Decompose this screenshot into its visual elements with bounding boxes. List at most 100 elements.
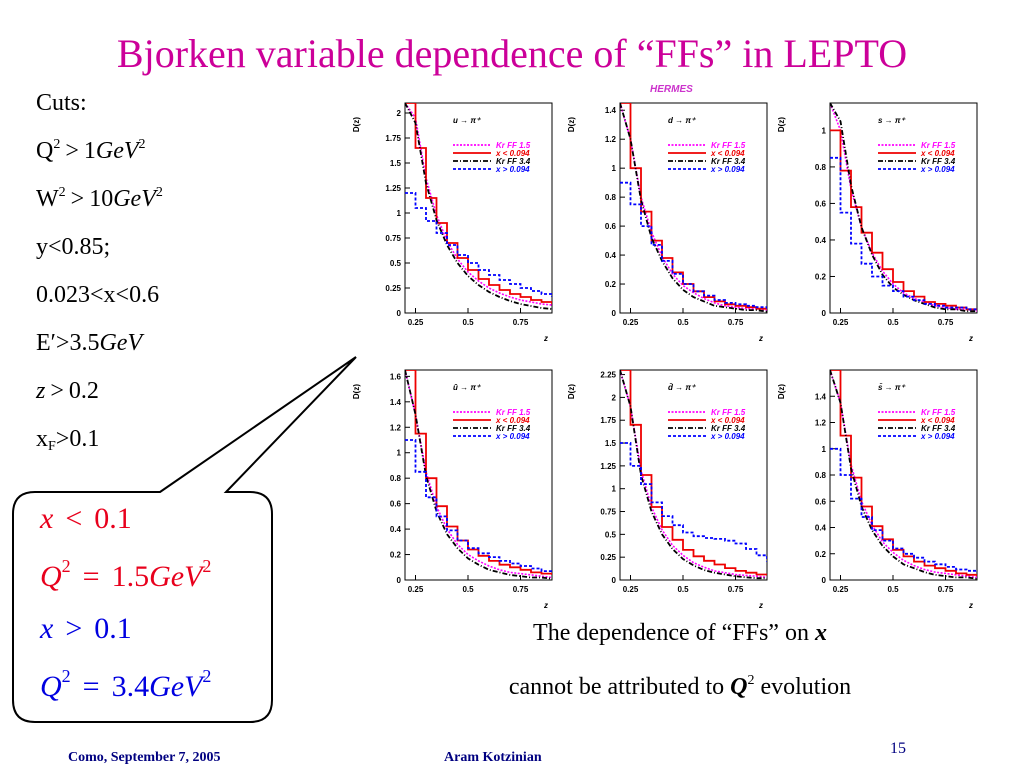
y-tick-label: 0.8 bbox=[815, 163, 827, 172]
legend-label: Kr FF 3.4 bbox=[921, 157, 956, 166]
dz-plot: 0 0.2 0.4 0.6 0.8 1 1.2 1.4 0.25 0.5 0.75 D(z) z s̄ →… bbox=[777, 369, 978, 610]
y-tick-label: 1.2 bbox=[815, 419, 827, 428]
y-axis-label: D(z) bbox=[352, 117, 361, 132]
series-line bbox=[405, 103, 552, 306]
dz-panel: 0 0.2 0.4 0.6 0.8 1 1.2 1.4 0.25 0.5 0.75 D(z) z s̄ →… bbox=[770, 362, 978, 622]
cut-y: y<0.85; bbox=[36, 234, 111, 260]
plot-frame bbox=[619, 369, 768, 581]
cut-e: E′>3.5GeV bbox=[36, 330, 143, 356]
y-tick-label: 0.8 bbox=[390, 474, 402, 483]
y-tick-label: 0 bbox=[397, 309, 402, 318]
y-axis-label: D(z) bbox=[567, 384, 576, 399]
x-tick-label: 0.5 bbox=[887, 318, 899, 327]
legend-label: x > 0.094 bbox=[495, 165, 530, 174]
y-tick-label: 1.25 bbox=[600, 462, 616, 471]
cut-w2: W2 >10GeV2 bbox=[36, 185, 163, 213]
slide-title: Bjorken variable dependence of “FFs” in … bbox=[116, 31, 908, 76]
panel-title: d → π⁺ bbox=[668, 116, 696, 125]
series-line bbox=[405, 103, 552, 310]
series-line bbox=[830, 370, 977, 577]
series-line bbox=[405, 370, 552, 580]
dz-panel: 0 0.25 0.5 0.75 1 1.25 1.5 1.75 2 0.25 0.5 0.75 D(z)… bbox=[345, 95, 553, 355]
dz-panel: 0 0.2 0.4 0.6 0.8 1 0.25 0.5 0.75 D(z) z s → π⁺ Kr F… bbox=[770, 95, 978, 355]
x-axis-label: z bbox=[758, 334, 763, 343]
y-tick-label: 1 bbox=[397, 209, 402, 218]
y-tick-label: 0.4 bbox=[390, 525, 402, 534]
x-tick-label: 0.5 bbox=[887, 585, 899, 594]
x-tick-label: 0.75 bbox=[938, 585, 954, 594]
panel-title: s → π⁺ bbox=[878, 116, 906, 125]
legend-label: x < 0.094 bbox=[710, 416, 745, 425]
series-line bbox=[620, 370, 767, 576]
x-tick-label: 0.5 bbox=[462, 585, 474, 594]
y-tick-label: 0.4 bbox=[815, 236, 827, 245]
x-axis-label: z bbox=[968, 601, 973, 610]
cuts-heading: Cuts: bbox=[36, 90, 87, 116]
legend-label: Kr FF 1.5 bbox=[921, 141, 956, 150]
legend-label: x < 0.094 bbox=[495, 416, 530, 425]
series-line bbox=[830, 370, 977, 580]
box-line-q2-high: Q2 = 3.4GeV2 bbox=[40, 666, 212, 703]
x-tick-label: 0.25 bbox=[833, 585, 849, 594]
box-line-q2-low: Q2 = 1.5GeV2 bbox=[40, 556, 212, 593]
y-tick-label: 0.2 bbox=[815, 272, 827, 281]
series-line bbox=[620, 442, 767, 562]
y-tick-label: 1.5 bbox=[390, 159, 402, 168]
y-tick-label: 0.25 bbox=[385, 284, 401, 293]
legend-label: x < 0.094 bbox=[710, 149, 745, 158]
series-line bbox=[620, 181, 767, 309]
y-tick-label: 0.8 bbox=[605, 193, 617, 202]
legend-label: x > 0.094 bbox=[920, 432, 955, 441]
conclusion-line-1: The dependence of “FFs” on x bbox=[533, 620, 827, 646]
y-tick-label: 1.75 bbox=[385, 134, 401, 143]
y-tick-label: 1 bbox=[822, 445, 827, 454]
y-tick-label: 0.75 bbox=[385, 234, 401, 243]
series-line bbox=[620, 370, 767, 579]
x-tick-label: 0.75 bbox=[513, 318, 529, 327]
y-tick-label: 1.25 bbox=[385, 184, 401, 193]
panel-title: ū → π⁺ bbox=[453, 383, 481, 392]
legend-label: x > 0.094 bbox=[710, 432, 745, 441]
y-tick-label: 1 bbox=[397, 449, 402, 458]
legend-label: Kr FF 1.5 bbox=[711, 141, 746, 150]
panel-title: d̄ → π⁺ bbox=[668, 383, 696, 392]
x-tick-label: 0.25 bbox=[623, 318, 639, 327]
y-tick-label: 0 bbox=[822, 309, 827, 318]
plot-frame bbox=[404, 369, 553, 581]
y-tick-label: 0.6 bbox=[605, 222, 617, 231]
dz-plot: 0 0.25 0.5 0.75 1 1.25 1.5 1.75 2 0.25 0.5 0.75 D(z)… bbox=[352, 102, 553, 343]
page-number: 15 bbox=[890, 740, 906, 757]
plot-frame bbox=[619, 102, 768, 314]
cuts-list: Cuts: Q2 >1GeV2 W2 >10GeV2 y<0.85; 0.023<x… bbox=[36, 88, 336, 472]
series-line bbox=[405, 370, 552, 575]
series-line bbox=[405, 439, 552, 573]
dz-plot: 0 0.25 0.5 0.75 1 1.25 1.5 1.75 2 2.25 0.25 0.5 0.75… bbox=[567, 369, 768, 610]
y-tick-label: 0 bbox=[822, 576, 827, 585]
legend-label: Kr FF 3.4 bbox=[496, 157, 531, 166]
y-tick-label: 0 bbox=[612, 309, 617, 318]
series-line bbox=[620, 103, 767, 310]
hermes-label: HERMES bbox=[650, 84, 693, 95]
x-tick-label: 0.5 bbox=[462, 318, 474, 327]
x-axis-label: z bbox=[543, 334, 548, 343]
y-tick-label: 0 bbox=[612, 576, 617, 585]
footer-author: Aram Kotzinian bbox=[444, 750, 542, 765]
series-line bbox=[405, 103, 552, 304]
box-line-x-high: x >0.1 bbox=[40, 612, 132, 645]
legend-label: Kr FF 1.5 bbox=[496, 408, 531, 417]
x-tick-label: 0.75 bbox=[513, 585, 529, 594]
x-tick-label: 0.25 bbox=[408, 318, 424, 327]
y-tick-label: 0.2 bbox=[605, 280, 617, 289]
y-axis-label: D(z) bbox=[777, 117, 786, 132]
plot-frame bbox=[829, 102, 978, 314]
x-tick-label: 0.75 bbox=[938, 318, 954, 327]
y-tick-label: 2 bbox=[397, 109, 402, 118]
x-tick-label: 0.75 bbox=[728, 318, 744, 327]
panel-title: s̄ → π⁺ bbox=[878, 383, 906, 392]
series-line bbox=[830, 129, 977, 311]
y-tick-label: 1.75 bbox=[600, 416, 616, 425]
dz-plot: 0 0.2 0.4 0.6 0.8 1 0.25 0.5 0.75 D(z) z s → π⁺ Kr F… bbox=[777, 102, 978, 343]
y-tick-label: 0.6 bbox=[815, 199, 827, 208]
series-line bbox=[830, 370, 977, 579]
